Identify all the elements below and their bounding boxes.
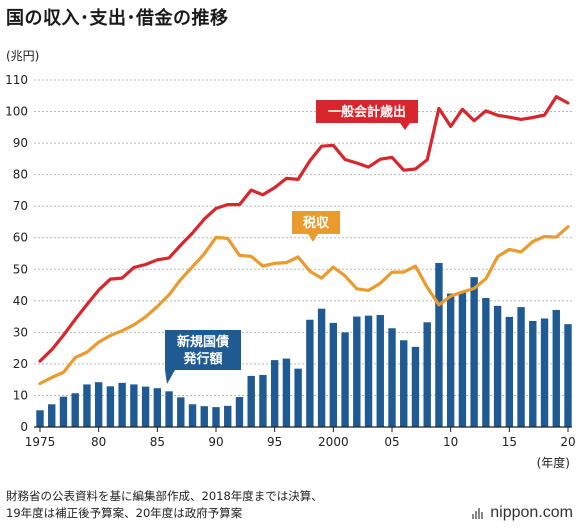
bar-bond-2005 (388, 328, 396, 427)
y-axis-label: (兆円) (6, 49, 39, 63)
bar-bond-1999 (317, 308, 326, 427)
x-tick-label: 10 (443, 435, 458, 449)
x-tick-label: 80 (91, 435, 106, 449)
x-tick-label: 85 (150, 435, 165, 449)
y-tick-label: 50 (13, 262, 28, 276)
svg-text:一般会計歳出: 一般会計歳出 (328, 104, 406, 120)
bar-bond-1992 (235, 397, 244, 427)
y-tick-label: 70 (13, 199, 28, 213)
y-tick-label: 90 (13, 136, 28, 150)
bar-bond-2010 (446, 293, 455, 427)
brand-logo: nippon.com (472, 504, 573, 522)
y-tick-label: 0 (20, 420, 28, 434)
line-tax (38, 225, 570, 386)
bar-bond-1984 (141, 386, 150, 427)
bar-bond-2018 (540, 318, 549, 427)
bar-bond-2001 (341, 332, 349, 427)
y-tick-label: 60 (13, 231, 28, 245)
bar-bond-2008 (423, 322, 431, 427)
bar-bond-1998 (306, 319, 314, 427)
brand-text: nippon.com (490, 504, 573, 521)
bar-bond-1986 (165, 391, 173, 427)
label-tax: 税収 (292, 211, 340, 242)
x-tick-label: 90 (208, 435, 223, 449)
bar-bond-2016 (517, 307, 525, 427)
bar-bond-1993 (247, 375, 255, 427)
y-tick-label: 80 (13, 168, 28, 182)
bar-bond-2006 (400, 340, 408, 427)
bar-bond-1975 (36, 410, 44, 427)
bar-bond-2000 (329, 322, 338, 427)
source-note: 財務省の公表資料を基に編集部作成、2018年度までは決算、 19年度は補正後予算… (6, 489, 323, 520)
x-tick-label: 20 (560, 435, 575, 449)
y-tick-label: 10 (13, 388, 28, 402)
y-tick-label: 110 (5, 73, 28, 87)
bar-bond-1991 (224, 405, 232, 427)
bar-bond-2009 (435, 262, 443, 427)
bar-bond-2007 (411, 346, 420, 427)
bar-bond-1997 (294, 368, 302, 427)
bar-bond-1982 (118, 382, 126, 427)
y-tick-label: 100 (5, 105, 28, 119)
bar-bond-2004 (376, 315, 384, 427)
y-tick-label: 40 (13, 294, 28, 308)
bar-bond-1990 (212, 407, 220, 427)
label-expenditure: 一般会計歳出 (316, 100, 418, 130)
x-tick-label: 1975 (25, 435, 56, 449)
y-tick-label: 30 (13, 325, 28, 339)
x-tick-label: 95 (267, 435, 282, 449)
x-axis-label: (年度) (537, 455, 570, 470)
bar-bond-1994 (259, 374, 267, 427)
bar-bond-1983 (130, 384, 138, 427)
bar-bond-1988 (188, 404, 197, 427)
x-tick-label: 15 (502, 435, 517, 449)
svg-text:新規国債: 新規国債 (177, 334, 229, 350)
y-tick-label: 20 (13, 357, 28, 371)
bar-bond-1980 (94, 382, 103, 427)
bar-bond-1989 (200, 406, 208, 427)
bar-bond-2019 (552, 309, 560, 427)
bar-bond-2002 (353, 316, 361, 427)
bar-bond-2015 (505, 316, 514, 427)
bar-bond-1987 (177, 397, 185, 427)
bar-bond-2012 (470, 277, 478, 427)
bar-bond-1978 (71, 393, 79, 427)
bar-bond-2013 (482, 297, 490, 427)
x-tick-label: 2000 (318, 435, 349, 449)
bar-bond-1977 (59, 396, 68, 427)
x-tick-label: 05 (384, 435, 399, 449)
bar-bond-2011 (458, 291, 467, 427)
chart-svg: (兆円) 0 10 20 30 40 50 60 70 80 90 100 110 1975 80 85 90 9… (5, 49, 576, 470)
bar-bond-1985 (153, 388, 162, 427)
chart-title: 国の収入･支出･借金の推移 (6, 8, 229, 29)
svg-text:税収: 税収 (303, 215, 330, 231)
bar-bond-1995 (270, 360, 279, 427)
bar-bond-2014 (493, 305, 502, 427)
svg-text:発行額: 発行額 (182, 351, 222, 367)
bar-bond-1996 (282, 358, 291, 427)
bar-bond-1976 (48, 404, 56, 427)
bar-bond-1981 (106, 386, 115, 427)
bar-bond-1979 (83, 384, 91, 427)
bar-bond-2020 (564, 324, 572, 427)
brand-icon (472, 507, 486, 519)
bar-bond-2003 (364, 315, 373, 427)
line-expenditure (38, 95, 570, 363)
bar-bond-2017 (529, 321, 537, 427)
